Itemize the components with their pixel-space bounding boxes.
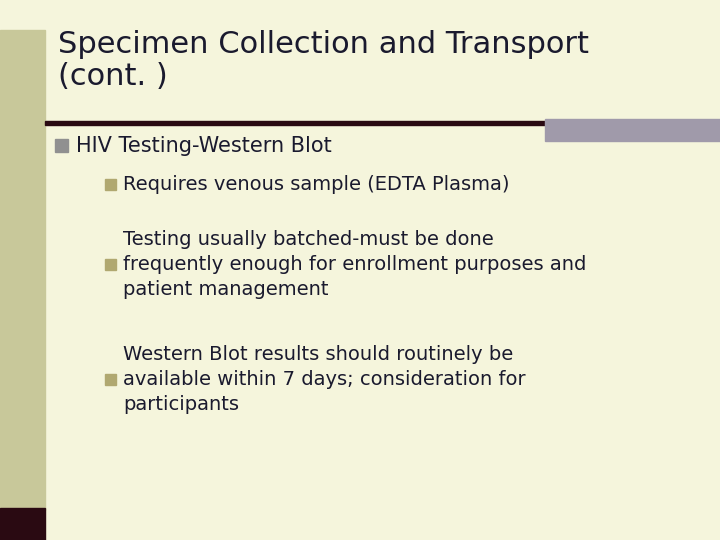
- Text: HIV Testing-Western Blot: HIV Testing-Western Blot: [76, 136, 332, 156]
- Text: Requires venous sample (EDTA Plasma): Requires venous sample (EDTA Plasma): [123, 175, 510, 194]
- Text: (cont. ): (cont. ): [58, 62, 168, 91]
- Text: Specimen Collection and Transport: Specimen Collection and Transport: [58, 30, 589, 59]
- Bar: [45, 121, 720, 125]
- Text: Western Blot results should routinely be
available within 7 days; consideration : Western Blot results should routinely be…: [123, 345, 526, 414]
- Bar: [545, 119, 720, 141]
- Text: Testing usually batched-must be done
frequently enough for enrollment purposes a: Testing usually batched-must be done fre…: [123, 230, 586, 299]
- Bar: [0, 508, 45, 540]
- Bar: [105, 179, 116, 190]
- Bar: [105, 259, 116, 270]
- Bar: [0, 30, 45, 510]
- Bar: [55, 139, 68, 152]
- Bar: [105, 374, 116, 385]
